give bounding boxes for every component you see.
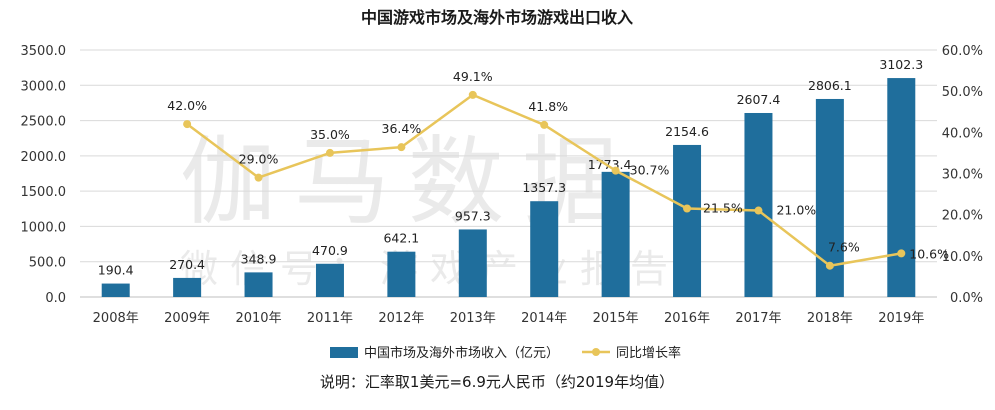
x-tick-label: 2008年: [93, 311, 139, 326]
line-point: [825, 261, 834, 270]
line-value-label: 42.0%: [167, 98, 207, 113]
line-value-label: 10.6%: [909, 246, 949, 261]
footnote: 说明：汇率取1美元=6.9元人民币（约2019年均值）: [320, 373, 674, 391]
line-point: [897, 249, 906, 258]
bar: [887, 78, 916, 297]
gridlines: [80, 49, 937, 298]
bar-value-label: 270.4: [169, 257, 205, 272]
x-tick-label: 2015年: [593, 311, 639, 326]
bar: [673, 144, 702, 297]
bar-value-label: 2607.4: [737, 92, 781, 107]
bar-value-label: 642.1: [383, 231, 419, 246]
legend-line-label: 同比增长率: [616, 345, 681, 361]
right-axis: 0.0% 10.0% 20.0% 30.0% 40.0% 50.0% 60.0%: [942, 44, 983, 306]
legend-line-dot: [592, 348, 600, 356]
bar-value-label: 1773.4: [588, 157, 632, 172]
y-right-tick-label: 50.0%: [942, 85, 983, 100]
line-point: [611, 166, 620, 175]
bar: [244, 272, 273, 297]
y-left-tick-label: 500.0: [29, 256, 66, 271]
bar-value-label: 957.3: [455, 208, 491, 223]
bar: [530, 201, 559, 297]
line-point: [183, 120, 192, 129]
bar: [601, 171, 630, 297]
bar-value-label: 3102.3: [879, 57, 923, 72]
line-point: [468, 90, 477, 99]
x-tick-label: 2017年: [735, 311, 781, 326]
bar-value-label: 348.9: [241, 251, 277, 266]
x-tick-label: 2009年: [164, 311, 210, 326]
line-value-label: 35.0%: [310, 127, 350, 142]
legend-bar-swatch: [330, 347, 358, 358]
x-tick-label: 2010年: [235, 311, 281, 326]
y-right-tick-label: 10.0%: [942, 250, 983, 265]
line-point: [540, 120, 549, 129]
y-left-tick-label: 1000.0: [21, 220, 67, 235]
x-tick-label: 2018年: [807, 311, 853, 326]
y-right-tick-label: 60.0%: [942, 44, 983, 59]
y-right-tick-label: 40.0%: [942, 126, 983, 141]
y-left-tick-label: 2500.0: [21, 115, 67, 130]
line-point: [325, 148, 334, 157]
bar: [387, 251, 416, 297]
bar-value-label: 2154.6: [665, 124, 709, 139]
y-left-tick-label: 3500.0: [21, 44, 67, 59]
line-point: [683, 204, 692, 213]
line-value-label: 36.4%: [382, 121, 422, 136]
legend: 中国市场及海外市场收入（亿元） 同比增长率: [330, 345, 681, 361]
y-left-tick-label: 2000.0: [21, 150, 67, 165]
line-value-label: 29.0%: [239, 152, 279, 167]
chart-title: 中国游戏市场及海外市场游戏出口收入: [361, 8, 633, 27]
bar: [458, 229, 487, 297]
y-right-tick-label: 30.0%: [942, 168, 983, 183]
bar-value-label: 2806.1: [808, 78, 852, 93]
x-tick-label: 2012年: [378, 311, 424, 326]
line-value-label: 21.0%: [776, 203, 816, 218]
x-axis: 2008年 2009年 2010年 2011年 2012年 2013年 2014年 2015年…: [93, 311, 925, 326]
y-left-tick-label: 0.0: [45, 291, 66, 306]
bar-value-label: 1357.3: [522, 180, 566, 195]
line-point: [754, 206, 763, 215]
line-labels: 42.0% 29.0% 35.0% 36.4% 49.1% 41.8% 30.7% 21.5%…: [167, 69, 949, 261]
x-tick-label: 2014年: [521, 311, 567, 326]
x-tick-label: 2013年: [450, 311, 496, 326]
y-left-tick-label: 1500.0: [21, 185, 67, 200]
left-axis: 0.0 500.0 1000.0 1500.0 2000.0 2500.0 3000.0 35…: [21, 44, 67, 306]
line-value-label: 30.7%: [630, 163, 670, 178]
bar: [744, 112, 773, 297]
y-left-tick-label: 3000.0: [21, 79, 67, 94]
x-tick-label: 2011年: [307, 311, 353, 326]
line-point: [397, 143, 406, 152]
legend-bar-label: 中国市场及海外市场收入（亿元）: [364, 345, 559, 361]
y-right-tick-label: 20.0%: [942, 209, 983, 224]
bar: [173, 277, 202, 297]
line-point: [254, 173, 263, 182]
bar: [315, 263, 344, 297]
bar-value-label: 470.9: [312, 243, 348, 258]
y-right-tick-label: 0.0%: [950, 291, 983, 306]
x-tick-label: 2019年: [878, 311, 924, 326]
line-value-label: 49.1%: [453, 69, 493, 84]
line-value-label: 7.6%: [828, 240, 860, 255]
x-tick-label: 2016年: [664, 311, 710, 326]
line-value-label: 41.8%: [528, 99, 568, 114]
bar-value-label: 190.4: [98, 263, 134, 278]
bar: [101, 283, 130, 297]
line-series: [183, 90, 906, 270]
line-value-label: 21.5%: [703, 200, 743, 215]
